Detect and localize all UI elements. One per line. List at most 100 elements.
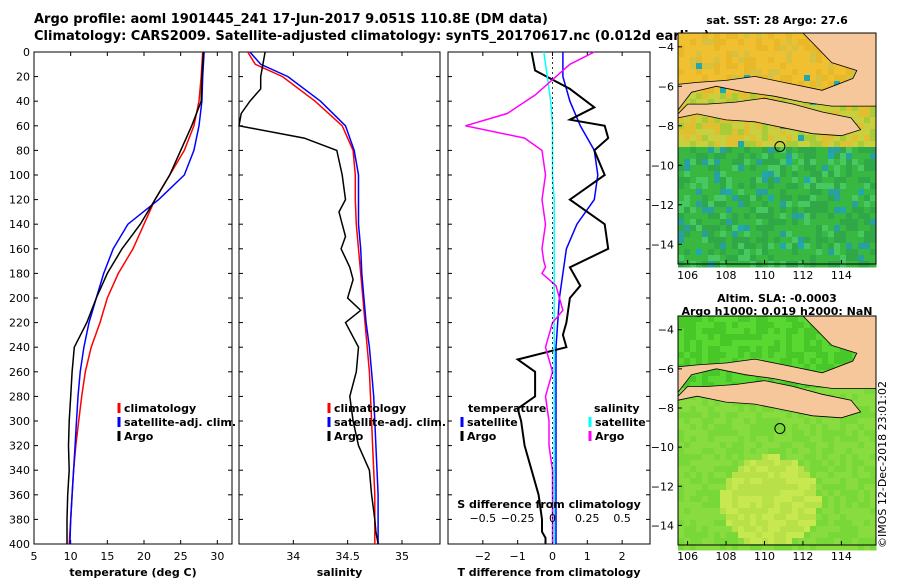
map-cell — [816, 442, 823, 449]
map-cell — [702, 231, 709, 238]
map-cell — [810, 514, 817, 521]
map-cell — [702, 93, 709, 100]
map-cell — [756, 51, 763, 58]
map-cell — [798, 141, 805, 148]
map-cell — [762, 57, 769, 64]
map-cell — [768, 63, 775, 70]
map-cell — [738, 195, 745, 202]
map-cell — [864, 424, 871, 431]
map-cell — [720, 322, 727, 329]
y-tick-label: 260 — [9, 366, 30, 379]
map-cell — [690, 460, 697, 467]
map-cell — [690, 514, 697, 521]
map-cell — [864, 526, 871, 533]
map-cell — [756, 171, 763, 178]
map-cell — [732, 147, 739, 154]
map-cell — [828, 201, 835, 208]
map-cell — [756, 346, 763, 353]
map-cell — [714, 123, 721, 130]
map-cell — [684, 514, 691, 521]
map-cell — [780, 249, 787, 256]
map-cell — [738, 538, 745, 545]
map-cell — [804, 255, 811, 262]
map-cell — [762, 472, 769, 479]
map-cell — [756, 448, 763, 455]
map-cell — [720, 346, 727, 353]
map-cell — [702, 352, 709, 359]
map-cell — [810, 454, 817, 461]
map-cell — [750, 520, 757, 527]
map-cell — [684, 436, 691, 443]
map-cell — [714, 472, 721, 479]
map-cell — [678, 51, 685, 58]
map-cell — [684, 255, 691, 262]
map-cell — [792, 358, 799, 365]
map-cell — [738, 171, 745, 178]
map-cell — [708, 478, 715, 485]
map-cell — [726, 472, 733, 479]
map-cell — [744, 57, 751, 64]
map-cell — [744, 123, 751, 130]
map-cell — [846, 75, 853, 82]
map-cell — [714, 63, 721, 70]
map-cell — [750, 466, 757, 473]
map-cell — [822, 75, 829, 82]
map-cell — [714, 460, 721, 467]
map-cell — [804, 448, 811, 455]
map-cell — [840, 358, 847, 365]
map-cell — [792, 340, 799, 347]
map-cell — [720, 472, 727, 479]
map-cell — [720, 538, 727, 545]
map-cell — [762, 442, 769, 449]
map-cell — [792, 454, 799, 461]
map-cell — [816, 237, 823, 244]
map-cell — [732, 225, 739, 232]
map-cell — [762, 147, 769, 154]
map-cell — [810, 508, 817, 515]
map-cell — [792, 316, 799, 323]
map-cell — [870, 237, 877, 244]
map-cell — [810, 225, 817, 232]
map-cell — [684, 358, 691, 365]
sst-map-title: sat. SST: 28 Argo: 27.6 — [706, 14, 848, 27]
map-cell — [804, 460, 811, 467]
map-cell — [792, 466, 799, 473]
map-frame-sla_map — [677, 315, 877, 546]
map-cell — [792, 57, 799, 64]
map-cell — [810, 472, 817, 479]
map-cell — [762, 502, 769, 509]
map-cell — [804, 526, 811, 533]
map-cell — [858, 448, 865, 455]
map-cell — [690, 123, 697, 130]
map-cell — [714, 436, 721, 443]
map-y-tick-label: −12 — [651, 199, 674, 212]
map-cell — [846, 111, 853, 118]
map-cell — [828, 213, 835, 220]
map-cell — [762, 334, 769, 341]
map-cell — [780, 207, 787, 214]
map-cell — [864, 201, 871, 208]
map-cell — [714, 57, 721, 64]
map-cell — [804, 237, 811, 244]
map-cell — [798, 171, 805, 178]
map-cell — [828, 544, 835, 551]
map-cell — [780, 219, 787, 226]
map-cell — [762, 454, 769, 461]
map-cell — [792, 81, 799, 88]
map-cell — [714, 141, 721, 148]
map-cell — [702, 213, 709, 220]
map-cell — [756, 141, 763, 148]
map-cell — [768, 406, 775, 413]
map-cell — [864, 490, 871, 497]
map-cell — [786, 502, 793, 509]
map-cell — [822, 153, 829, 160]
map-cell — [708, 430, 715, 437]
map-cell — [726, 69, 733, 76]
map-cell — [708, 195, 715, 202]
map-cell — [708, 412, 715, 419]
map-cell — [750, 460, 757, 467]
map-cell — [714, 153, 721, 160]
map-cell — [696, 346, 703, 353]
map-cell — [864, 472, 871, 479]
map-cell — [720, 75, 727, 82]
